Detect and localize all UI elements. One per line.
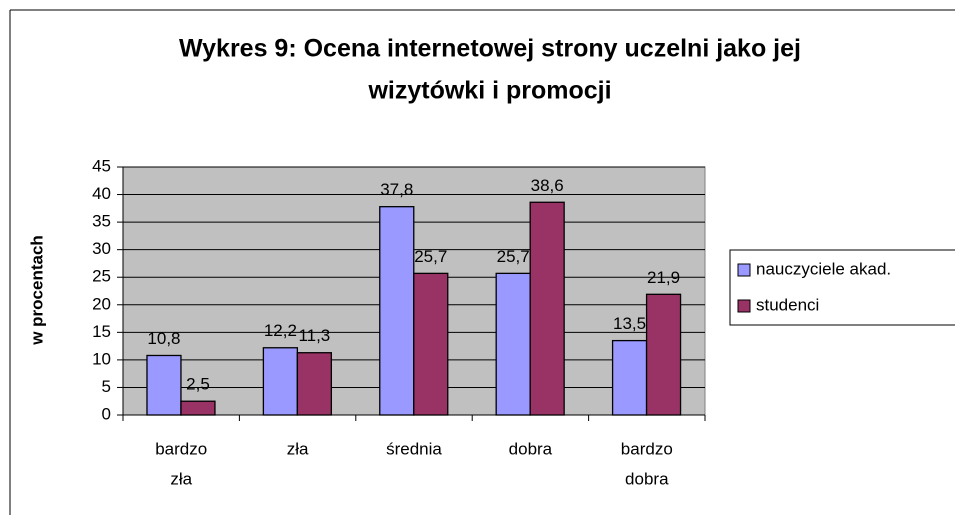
x-tick-label: zła bbox=[287, 439, 309, 458]
y-tick-label: 10 bbox=[92, 349, 111, 368]
bar bbox=[262, 347, 299, 416]
bar bbox=[413, 272, 449, 416]
data-label: 21,9 bbox=[647, 268, 680, 287]
y-tick-label: 30 bbox=[92, 239, 111, 258]
y-tick-label: 5 bbox=[102, 377, 111, 396]
legend-swatch bbox=[737, 263, 751, 277]
bar bbox=[379, 206, 415, 416]
bar bbox=[495, 272, 531, 416]
data-label: 2,5 bbox=[186, 375, 210, 394]
bar bbox=[529, 201, 565, 416]
x-tick-label: dobra bbox=[625, 469, 669, 488]
chart-title: Wykres 9: Ocena internetowej strony ucze… bbox=[179, 35, 801, 63]
x-tick-label: dobra bbox=[509, 439, 553, 458]
bar bbox=[611, 339, 648, 416]
legend-label: nauczyciele akad. bbox=[756, 259, 891, 278]
legend-label: studenci bbox=[756, 295, 819, 314]
data-label: 13,5 bbox=[613, 314, 646, 333]
bar bbox=[296, 352, 333, 416]
legend-box bbox=[729, 249, 955, 326]
bar bbox=[146, 354, 182, 416]
y-tick-label: 0 bbox=[102, 404, 111, 423]
y-tick-label: 40 bbox=[92, 184, 111, 203]
data-label: 11,3 bbox=[298, 326, 330, 345]
y-tick-label: 20 bbox=[92, 294, 111, 313]
y-tick-label: 15 bbox=[92, 322, 111, 341]
y-tick-label: 25 bbox=[92, 267, 111, 286]
x-tick-label: średnia bbox=[386, 439, 442, 458]
x-tick-label: bardzo bbox=[155, 439, 207, 458]
x-tick-label: bardzo bbox=[621, 439, 673, 458]
bar bbox=[645, 293, 682, 416]
y-axis-label: w procentach bbox=[27, 235, 46, 346]
data-label: 25,7 bbox=[414, 247, 447, 266]
y-tick-label: 35 bbox=[92, 212, 111, 231]
y-tick-label: 45 bbox=[92, 156, 111, 175]
legend-swatch bbox=[737, 299, 751, 313]
bar bbox=[180, 400, 216, 416]
data-label: 38,6 bbox=[531, 176, 564, 195]
data-label: 12,2 bbox=[264, 321, 297, 340]
chart-title: wizytówki i promocji bbox=[367, 77, 611, 105]
data-label: 10,8 bbox=[147, 329, 180, 348]
data-label: 25,7 bbox=[497, 247, 530, 266]
x-tick-label: zła bbox=[170, 469, 192, 488]
data-label: 37,8 bbox=[380, 180, 413, 199]
